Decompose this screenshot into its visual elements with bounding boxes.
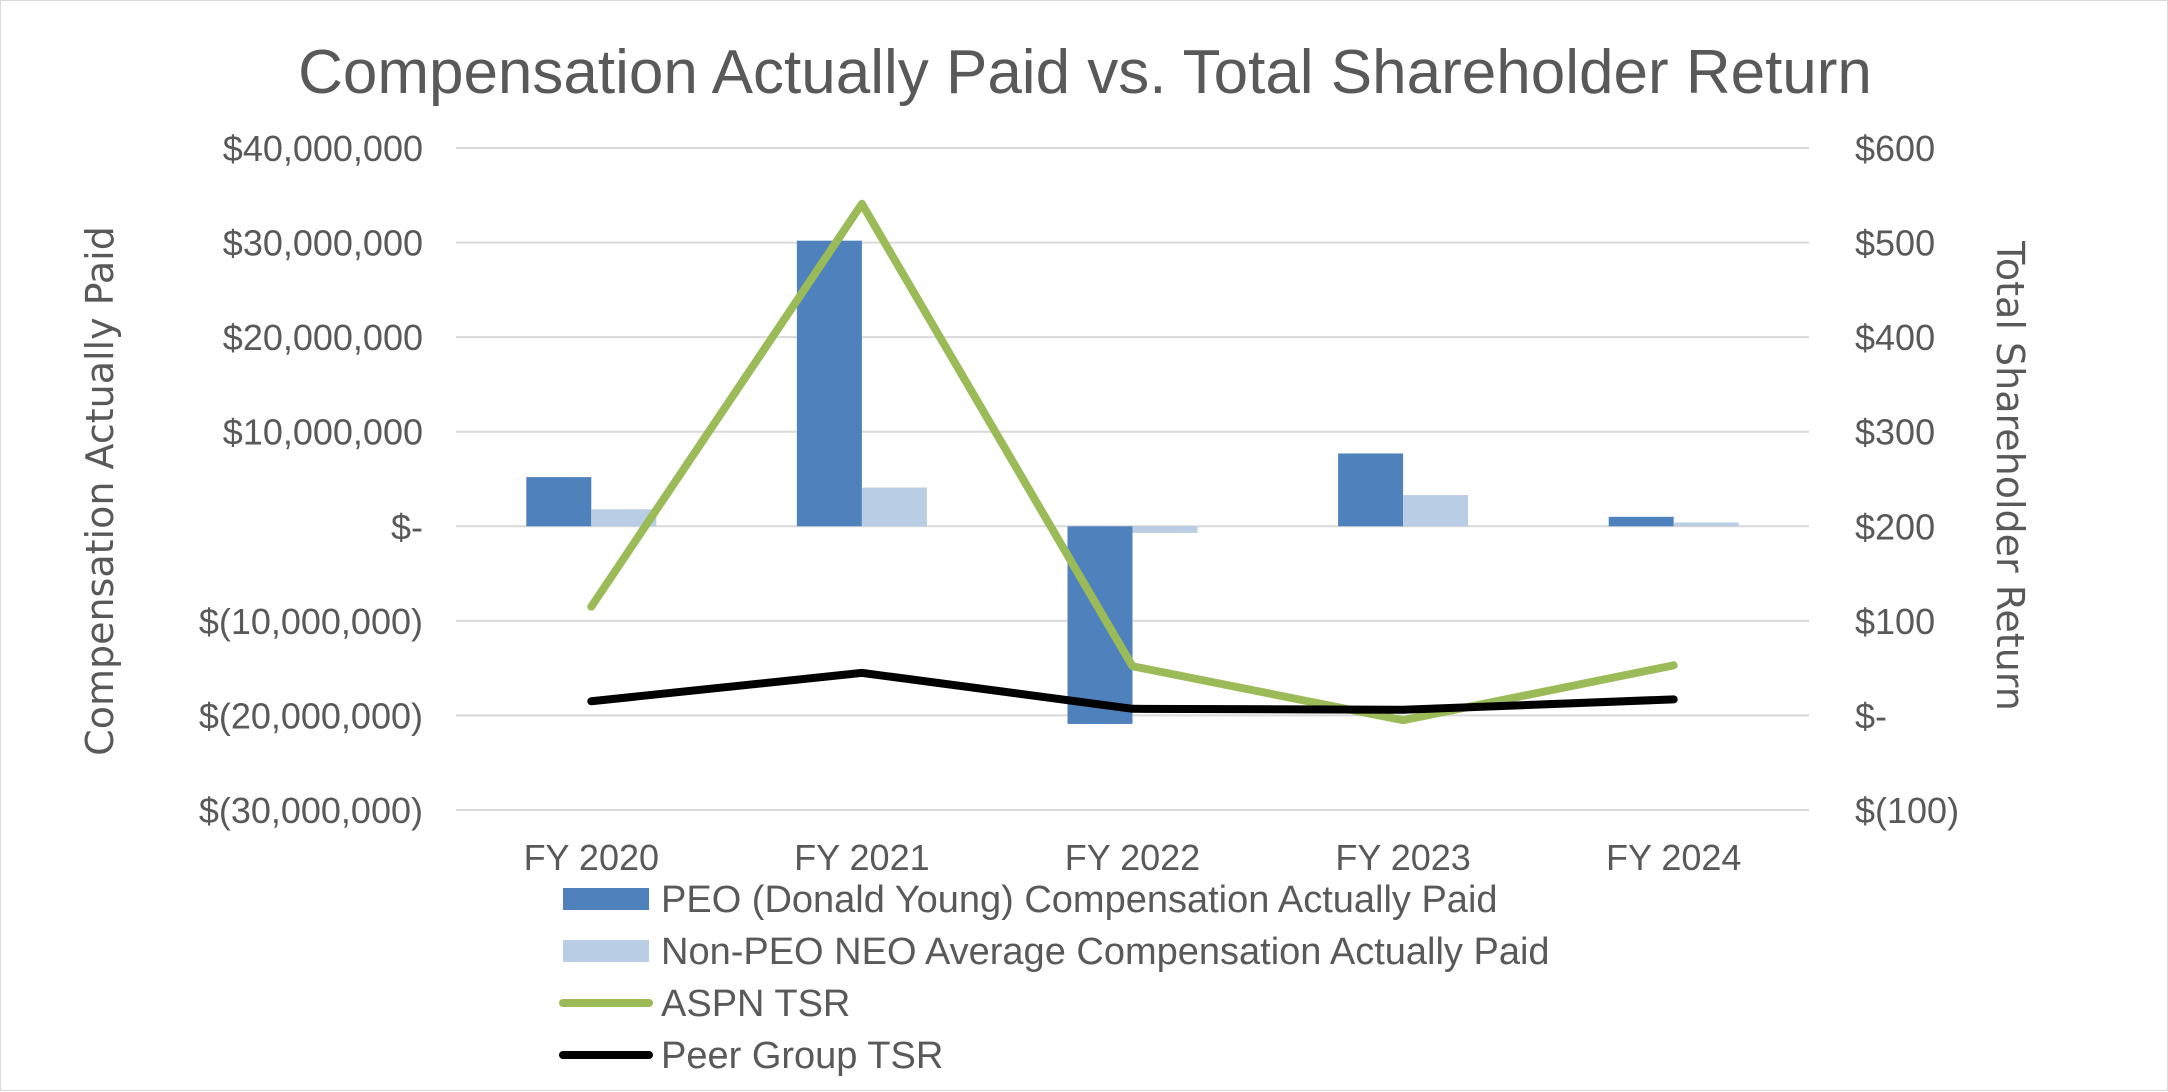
chart-title: Compensation Actually Paid vs. Total Sha…: [298, 38, 1872, 107]
y-tick-label-right: $300: [1855, 412, 1935, 453]
y-tick-label-left: $-: [391, 506, 423, 547]
bar-peo-3: [1338, 453, 1404, 527]
legend-label: Non-PEO NEO Average Compensation Actuall…: [661, 931, 1550, 973]
bar-peo-4: [1608, 516, 1674, 527]
x-axis: FY 2020 FY 2021 FY 2022 FY 2023 FY 2024: [524, 837, 1742, 878]
y-tick-label-left: $30,000,000: [223, 223, 423, 264]
y-axis-left: $40,000,000 $30,000,000 $20,000,000 $10,000…: [199, 128, 423, 831]
bar-non-peo-neo-2: [1132, 526, 1198, 533]
legend-label: PEO (Donald Young) Compensation Actually…: [661, 879, 1498, 921]
bar-series: [526, 240, 1739, 724]
x-tick-label: FY 2021: [794, 837, 929, 878]
bar-non-peo-neo-1: [861, 487, 927, 527]
y-axis-title-right: Total Shareholder Return: [1988, 240, 2032, 711]
y-tick-label-right: $100: [1855, 601, 1935, 642]
x-tick-label: FY 2024: [1606, 837, 1741, 878]
y-tick-label-right: $200: [1855, 506, 1935, 547]
y-tick-label-left: $40,000,000: [223, 128, 423, 169]
y-tick-label-left: $20,000,000: [223, 317, 423, 358]
line-peer-group-tsr: [587, 668, 1678, 714]
bar-peo-2: [1067, 526, 1133, 724]
legend-swatch-bar: [563, 888, 649, 910]
legend: PEO (Donald Young) Compensation Actually…: [559, 879, 1550, 1077]
line-aspn-tsr: [587, 199, 1678, 725]
y-tick-label-right: $-: [1855, 695, 1887, 736]
legend-label: Peer Group TSR: [661, 1035, 943, 1077]
y-axis-title-left: Compensation Actually Paid: [78, 226, 122, 756]
x-tick-label: FY 2022: [1065, 837, 1200, 878]
y-tick-label-left: $10,000,000: [223, 412, 423, 453]
y-tick-label-right: $600: [1855, 128, 1935, 169]
x-tick-label: FY 2023: [1335, 837, 1470, 878]
bar-peo-0: [526, 477, 592, 527]
y-tick-label-left: $(10,000,000): [199, 601, 423, 642]
y-tick-label-right: $500: [1855, 223, 1935, 264]
line-series: [587, 199, 1678, 725]
bar-non-peo-neo-0: [591, 509, 657, 527]
y-tick-label-left: $(20,000,000): [199, 695, 423, 736]
y-tick-label-left: $(30,000,000): [199, 790, 423, 831]
y-tick-label-right: $400: [1855, 317, 1935, 358]
y-tick-label-right: $(100): [1855, 790, 1959, 831]
legend-swatch-bar: [563, 940, 649, 962]
bar-non-peo-neo-4: [1673, 522, 1739, 527]
x-tick-label: FY 2020: [524, 837, 659, 878]
y-axis-right: $600 $500 $400 $300 $200 $100 $- $(100): [1855, 128, 1959, 831]
legend-label: ASPN TSR: [661, 983, 850, 1025]
bar-non-peo-neo-3: [1403, 495, 1469, 527]
